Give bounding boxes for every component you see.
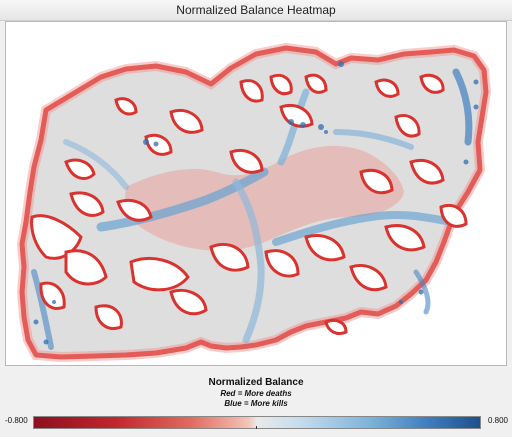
colorbar bbox=[33, 416, 481, 429]
legend: Normalized Balance Red = More deaths Blu… bbox=[0, 377, 512, 409]
heatmap-plot[interactable] bbox=[5, 21, 507, 366]
legend-red-note: Red = More deaths bbox=[220, 389, 292, 398]
heatmap-map bbox=[16, 42, 492, 363]
colorbar-row: -0.800 0.800 bbox=[0, 413, 512, 429]
center-red-zone bbox=[124, 145, 404, 251]
blue-corridor bbox=[96, 167, 269, 232]
window-title: Normalized Balance Heatmap bbox=[0, 0, 512, 21]
colorbar-max-label: 0.800 bbox=[487, 416, 508, 425]
colorbar-center-tick bbox=[256, 426, 257, 429]
legend-title: Normalized Balance bbox=[208, 377, 304, 388]
legend-blue-note: Blue = More kills bbox=[224, 399, 288, 408]
colorbar-min-label: -0.800 bbox=[5, 416, 28, 425]
